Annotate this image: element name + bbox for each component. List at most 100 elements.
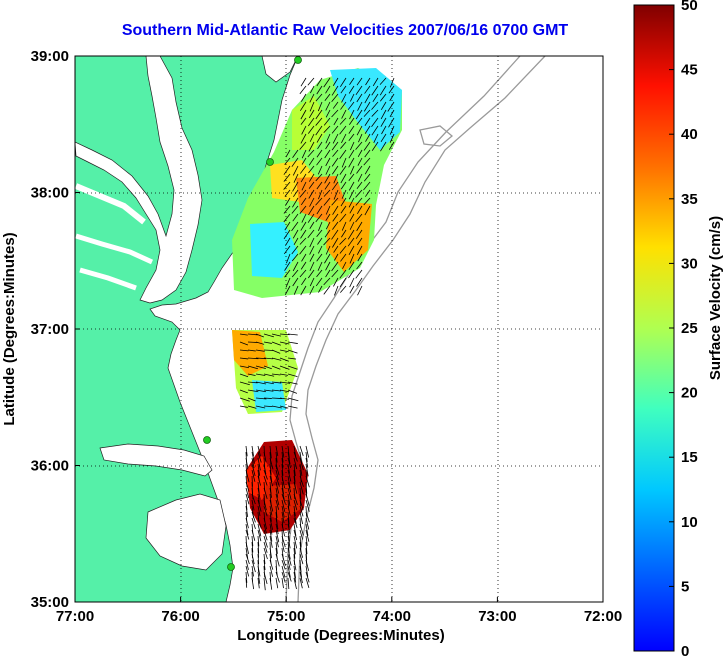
velocity-vector bbox=[283, 229, 291, 240]
velocity-vector bbox=[307, 149, 315, 158]
x-tick-label: 77:00 bbox=[56, 608, 94, 625]
velocity-vector bbox=[263, 547, 268, 560]
velocity-vector bbox=[308, 189, 315, 199]
velocity-vector bbox=[332, 213, 339, 222]
velocity-vector bbox=[255, 397, 267, 400]
velocity-vector bbox=[247, 381, 258, 384]
velocity-vector bbox=[341, 189, 347, 199]
colorbar-tick-label: 20 bbox=[681, 385, 698, 402]
velocity-vector bbox=[292, 261, 299, 272]
station-marker bbox=[227, 563, 235, 571]
velocity-vector bbox=[363, 101, 371, 112]
velocity-vector bbox=[299, 475, 304, 487]
velocity-vector bbox=[271, 405, 282, 409]
velocity-vector bbox=[301, 277, 307, 286]
velocity-vector bbox=[348, 157, 355, 168]
velocity-vector bbox=[355, 141, 363, 150]
velocity-vector bbox=[333, 277, 339, 287]
velocity-vector bbox=[255, 405, 266, 409]
velocity-vector bbox=[325, 157, 331, 167]
velocity-vector bbox=[287, 463, 290, 474]
velocity-vector bbox=[247, 389, 259, 393]
velocity-vector bbox=[287, 341, 298, 344]
velocity-vector bbox=[287, 571, 292, 582]
velocity-vector bbox=[281, 487, 285, 501]
velocity-vector bbox=[245, 559, 249, 570]
velocity-vector bbox=[275, 571, 280, 583]
velocity-vector bbox=[287, 547, 291, 560]
velocity-vector bbox=[364, 85, 371, 94]
velocity-vector bbox=[356, 245, 363, 256]
velocity-vector bbox=[355, 213, 363, 223]
velocity-vector bbox=[316, 229, 323, 238]
velocity-vector bbox=[371, 141, 379, 151]
velocity-vector bbox=[287, 565, 291, 578]
velocity-vector bbox=[301, 181, 307, 191]
velocity-vector bbox=[358, 133, 363, 143]
velocity-vector bbox=[348, 181, 355, 191]
station-markers bbox=[203, 56, 302, 571]
velocity-vector bbox=[356, 181, 363, 190]
velocity-vector bbox=[263, 463, 267, 475]
velocity-vector bbox=[315, 277, 323, 287]
velocity-vector bbox=[339, 277, 347, 288]
velocity-vector bbox=[323, 77, 331, 88]
velocity-vector bbox=[245, 457, 249, 470]
velocity-vector bbox=[364, 149, 371, 158]
velocity-vector bbox=[269, 559, 274, 570]
velocity-vector bbox=[347, 237, 355, 247]
velocity-vector bbox=[357, 205, 363, 214]
velocity-vector bbox=[245, 565, 250, 577]
velocity-vector bbox=[317, 165, 323, 175]
potomac-river bbox=[75, 183, 146, 225]
velocity-vector bbox=[283, 181, 291, 190]
velocity-vector bbox=[331, 197, 339, 206]
velocity-vector bbox=[379, 93, 387, 102]
velocity-vector bbox=[323, 277, 331, 286]
velocity-vector bbox=[275, 493, 280, 506]
velocity-vector bbox=[340, 205, 347, 214]
velocity-vector bbox=[245, 577, 248, 588]
velocity-vector bbox=[371, 109, 379, 117]
velocity-vector bbox=[271, 357, 282, 361]
velocity-vector bbox=[357, 285, 363, 296]
york-river bbox=[79, 267, 137, 291]
velocity-vector bbox=[291, 221, 299, 232]
velocity-vector bbox=[293, 565, 296, 579]
velocity-vector bbox=[299, 535, 302, 548]
velocity-vector bbox=[316, 157, 323, 166]
velocity-vector bbox=[275, 451, 278, 463]
velocity-vector bbox=[283, 245, 291, 255]
velocity-vector bbox=[355, 229, 363, 239]
velocity-vector bbox=[239, 405, 248, 408]
velocity-vector bbox=[387, 101, 395, 112]
velocity-vector bbox=[269, 499, 274, 512]
colorbar-tick-label: 5 bbox=[681, 578, 689, 595]
velocity-vector bbox=[251, 517, 256, 530]
velocity-vector bbox=[324, 181, 331, 190]
velocity-vector bbox=[372, 77, 379, 87]
velocity-vector bbox=[293, 463, 296, 477]
velocity-vector bbox=[251, 577, 255, 590]
velocity-vector bbox=[325, 205, 331, 215]
velocity-vector bbox=[308, 109, 315, 119]
velocity-vector bbox=[293, 481, 298, 494]
velocity-vector bbox=[317, 141, 323, 150]
velocity-vector bbox=[263, 475, 268, 486]
velocity-vector bbox=[348, 189, 355, 200]
velocity-vector bbox=[239, 381, 250, 386]
velocity-vector bbox=[271, 365, 281, 370]
velocity-vector bbox=[300, 221, 307, 231]
velocity-vector bbox=[299, 451, 303, 464]
velocity-vector bbox=[281, 553, 286, 566]
velocity-vector bbox=[245, 469, 250, 483]
colorbar-tick-label: 45 bbox=[681, 62, 698, 79]
velocity-vector bbox=[371, 125, 379, 136]
velocity-vector bbox=[325, 213, 331, 221]
velocity-vector bbox=[292, 277, 299, 287]
velocity-vector bbox=[300, 261, 307, 270]
velocity-vector bbox=[287, 349, 298, 354]
velocity-vector bbox=[332, 77, 339, 86]
velocity-vector bbox=[269, 523, 273, 535]
velocity-vector bbox=[316, 85, 323, 95]
